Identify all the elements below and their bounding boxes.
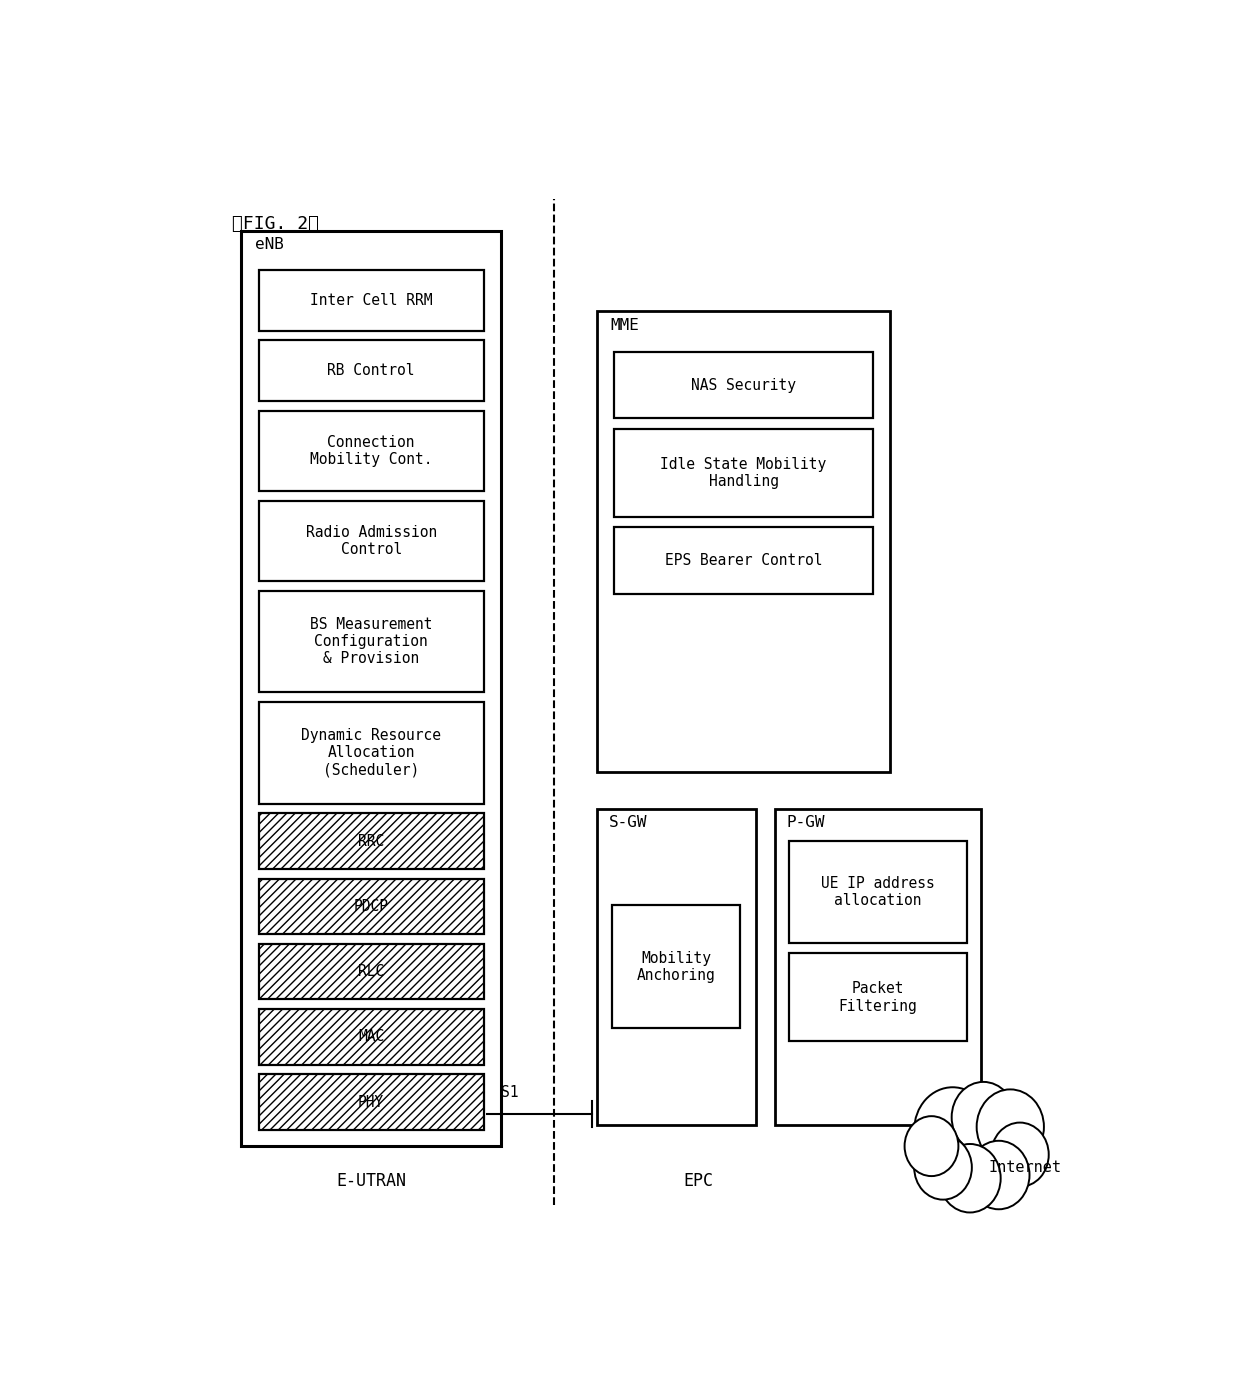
Bar: [259, 270, 484, 331]
Circle shape: [939, 1144, 1001, 1212]
Text: RB Control: RB Control: [327, 363, 415, 378]
Bar: [259, 1074, 484, 1130]
Text: Inter Cell RRM: Inter Cell RRM: [310, 292, 433, 307]
Circle shape: [914, 1087, 991, 1173]
Text: MAC: MAC: [358, 1030, 384, 1044]
Text: EPS Bearer Control: EPS Bearer Control: [665, 553, 822, 569]
Text: MME: MME: [610, 318, 640, 332]
Text: EPC: EPC: [683, 1172, 713, 1190]
Bar: [775, 809, 982, 1125]
Bar: [259, 341, 484, 402]
Text: S1: S1: [501, 1086, 518, 1099]
Circle shape: [968, 1141, 1029, 1209]
Text: RLC: RLC: [358, 965, 384, 979]
Circle shape: [991, 1123, 1049, 1187]
Text: Mobility
Anchoring: Mobility Anchoring: [637, 951, 715, 983]
Bar: [789, 841, 967, 942]
Text: BS Measurement
Configuration
& Provision: BS Measurement Configuration & Provision: [310, 617, 433, 666]
Text: Idle State Mobility
Handling: Idle State Mobility Handling: [661, 457, 827, 489]
Circle shape: [914, 1136, 972, 1200]
Text: P-GW: P-GW: [786, 816, 825, 830]
Bar: [259, 702, 484, 803]
Circle shape: [977, 1090, 1044, 1165]
Text: UE IP address
allocation: UE IP address allocation: [821, 876, 935, 908]
Text: S-GW: S-GW: [609, 816, 647, 830]
Text: PDCP: PDCP: [353, 899, 388, 913]
Circle shape: [905, 1116, 959, 1176]
Text: Radio Admission
Control: Radio Admission Control: [305, 524, 436, 557]
Bar: [789, 954, 967, 1041]
Bar: [259, 500, 484, 581]
Text: Internet: Internet: [988, 1161, 1061, 1175]
Bar: [614, 430, 873, 517]
Bar: [614, 352, 873, 418]
Bar: [596, 311, 890, 771]
Text: 』FIG. 2』: 』FIG. 2』: [232, 215, 319, 234]
Text: RRC: RRC: [358, 834, 384, 848]
Bar: [614, 527, 873, 594]
Text: PHY: PHY: [358, 1095, 384, 1109]
Bar: [596, 809, 755, 1125]
Text: NAS Security: NAS Security: [691, 378, 796, 392]
Bar: [259, 878, 484, 934]
Text: E-UTRAN: E-UTRAN: [336, 1172, 407, 1190]
Text: eNB: eNB: [255, 238, 284, 253]
Bar: [259, 944, 484, 999]
Text: Connection
Mobility Cont.: Connection Mobility Cont.: [310, 435, 433, 467]
Bar: [259, 411, 484, 491]
Bar: [613, 905, 740, 1029]
Circle shape: [951, 1081, 1016, 1152]
Bar: [259, 813, 484, 869]
Text: Dynamic Resource
Allocation
(Scheduler): Dynamic Resource Allocation (Scheduler): [301, 728, 441, 777]
Bar: [259, 1009, 484, 1065]
Bar: [259, 591, 484, 692]
Bar: [242, 231, 501, 1147]
Text: Packet
Filtering: Packet Filtering: [838, 981, 918, 1013]
